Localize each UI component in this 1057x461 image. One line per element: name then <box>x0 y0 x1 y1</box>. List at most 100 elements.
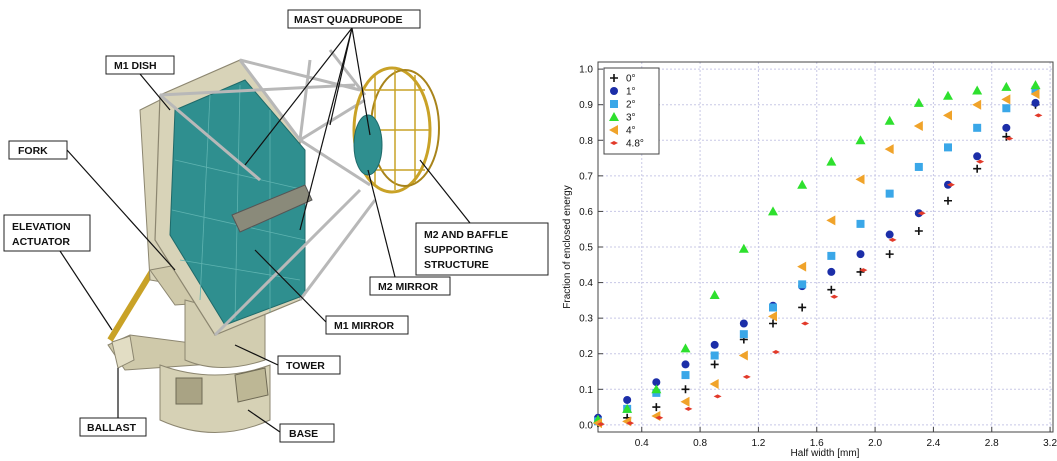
y-tick-label: 0.5 <box>579 243 593 254</box>
data-point <box>768 206 778 216</box>
m2-baffle-structure <box>352 66 440 194</box>
data-point <box>827 285 836 294</box>
legend-label: 1° <box>626 87 636 98</box>
data-point <box>943 110 952 121</box>
data-point <box>1002 104 1011 113</box>
legend-marker <box>610 141 618 145</box>
data-point <box>769 303 777 312</box>
data-point <box>826 156 837 166</box>
label-m2-mirror: M2 MIRROR <box>378 281 439 293</box>
data-point <box>713 394 722 399</box>
y-axis-title: Fraction of enclosed energy <box>562 185 573 308</box>
data-point <box>768 311 777 322</box>
legend-label: 2° <box>626 100 636 111</box>
data-point <box>1031 98 1040 107</box>
data-point <box>801 321 810 326</box>
y-tick-label: 0.8 <box>579 136 593 147</box>
x-tick-label: 2.4 <box>926 438 940 449</box>
data-point <box>681 385 690 394</box>
m2-mirror-disc <box>353 114 383 176</box>
legend-marker <box>610 74 618 82</box>
x-axis-title: Half width [mm] <box>791 448 860 459</box>
data-point <box>797 261 807 272</box>
y-tick-label: 0.9 <box>579 100 593 111</box>
legend-label: 4.8° <box>626 139 644 150</box>
data-point <box>976 159 985 164</box>
data-point <box>797 179 808 189</box>
data-point <box>742 374 751 379</box>
data-point <box>680 343 691 353</box>
x-tick-label: 0.8 <box>693 438 707 449</box>
data-point <box>739 330 748 339</box>
label-tower: TOWER <box>286 360 325 372</box>
x-tick-label: 2.0 <box>868 438 882 449</box>
data-point <box>626 421 635 426</box>
data-point <box>944 143 952 152</box>
data-point <box>946 182 955 187</box>
data-point <box>914 162 923 171</box>
label-mast-quadrupode: MAST QUADRUPODE <box>294 14 403 26</box>
legend-label: 0° <box>626 74 636 85</box>
label-m1-mirror: M1 MIRROR <box>334 320 395 332</box>
data-point <box>710 351 719 360</box>
chart-grid <box>598 62 1053 432</box>
chart-marks <box>593 80 1043 429</box>
legend-marker <box>609 112 619 121</box>
data-point <box>680 396 690 407</box>
data-point <box>1030 89 1040 100</box>
data-point <box>655 415 664 420</box>
data-point <box>1031 86 1040 95</box>
central-tube <box>231 184 313 233</box>
data-point <box>885 189 894 198</box>
data-point <box>709 378 719 389</box>
data-point <box>827 267 836 276</box>
data-point <box>651 384 662 394</box>
data-point <box>1001 94 1011 105</box>
y-tick-label: 0.0 <box>579 420 593 431</box>
label-elevation-actuator-line1: ELEVATION <box>12 221 71 233</box>
y-tick-label: 1.0 <box>579 65 593 76</box>
data-point <box>859 268 868 273</box>
data-point <box>738 350 748 361</box>
x-tick-label: 3.2 <box>1043 438 1057 449</box>
data-point <box>1034 113 1043 118</box>
data-point <box>826 215 836 226</box>
y-tick-label: 0.3 <box>579 314 593 325</box>
data-point <box>855 135 866 145</box>
data-point <box>830 294 839 299</box>
label-ballast: BALLAST <box>87 422 137 434</box>
data-point <box>944 196 952 205</box>
mast-quadrupode-frame <box>159 49 377 337</box>
diagram-labels: MAST QUADRUPODE M1 DISH FORK ELEVATION A… <box>3 9 549 443</box>
y-tick-label: 0.6 <box>579 207 593 218</box>
data-point <box>1005 136 1014 141</box>
legend-label: 4° <box>626 126 636 137</box>
data-point <box>593 418 602 429</box>
x-tick-label: 1.6 <box>810 438 824 449</box>
ballast-block <box>111 335 135 369</box>
x-tick-label: 0.4 <box>635 438 649 449</box>
data-point <box>738 243 749 253</box>
data-point <box>798 280 807 289</box>
data-point <box>973 152 982 161</box>
data-point <box>596 422 605 427</box>
data-point <box>684 406 693 411</box>
legend-label: 3° <box>626 113 636 124</box>
label-m2-baffle-line2: SUPPORTING <box>424 244 493 256</box>
data-point <box>914 226 923 235</box>
data-point <box>1030 80 1041 90</box>
base-box <box>234 367 269 403</box>
data-point <box>856 250 865 259</box>
data-point <box>885 230 894 239</box>
legend-marker <box>609 125 618 135</box>
y-tick-label: 0.2 <box>579 349 593 360</box>
data-point <box>622 403 633 413</box>
data-point <box>1002 123 1011 132</box>
data-point <box>888 237 897 242</box>
label-m2-baffle-line1: M2 AND BAFFLE <box>424 229 508 241</box>
y-tick-label: 0.4 <box>579 278 593 289</box>
label-m1-dish: M1 DISH <box>114 60 157 72</box>
data-point <box>913 97 924 107</box>
x-tick-label: 2.8 <box>985 438 999 449</box>
data-point <box>972 85 983 95</box>
